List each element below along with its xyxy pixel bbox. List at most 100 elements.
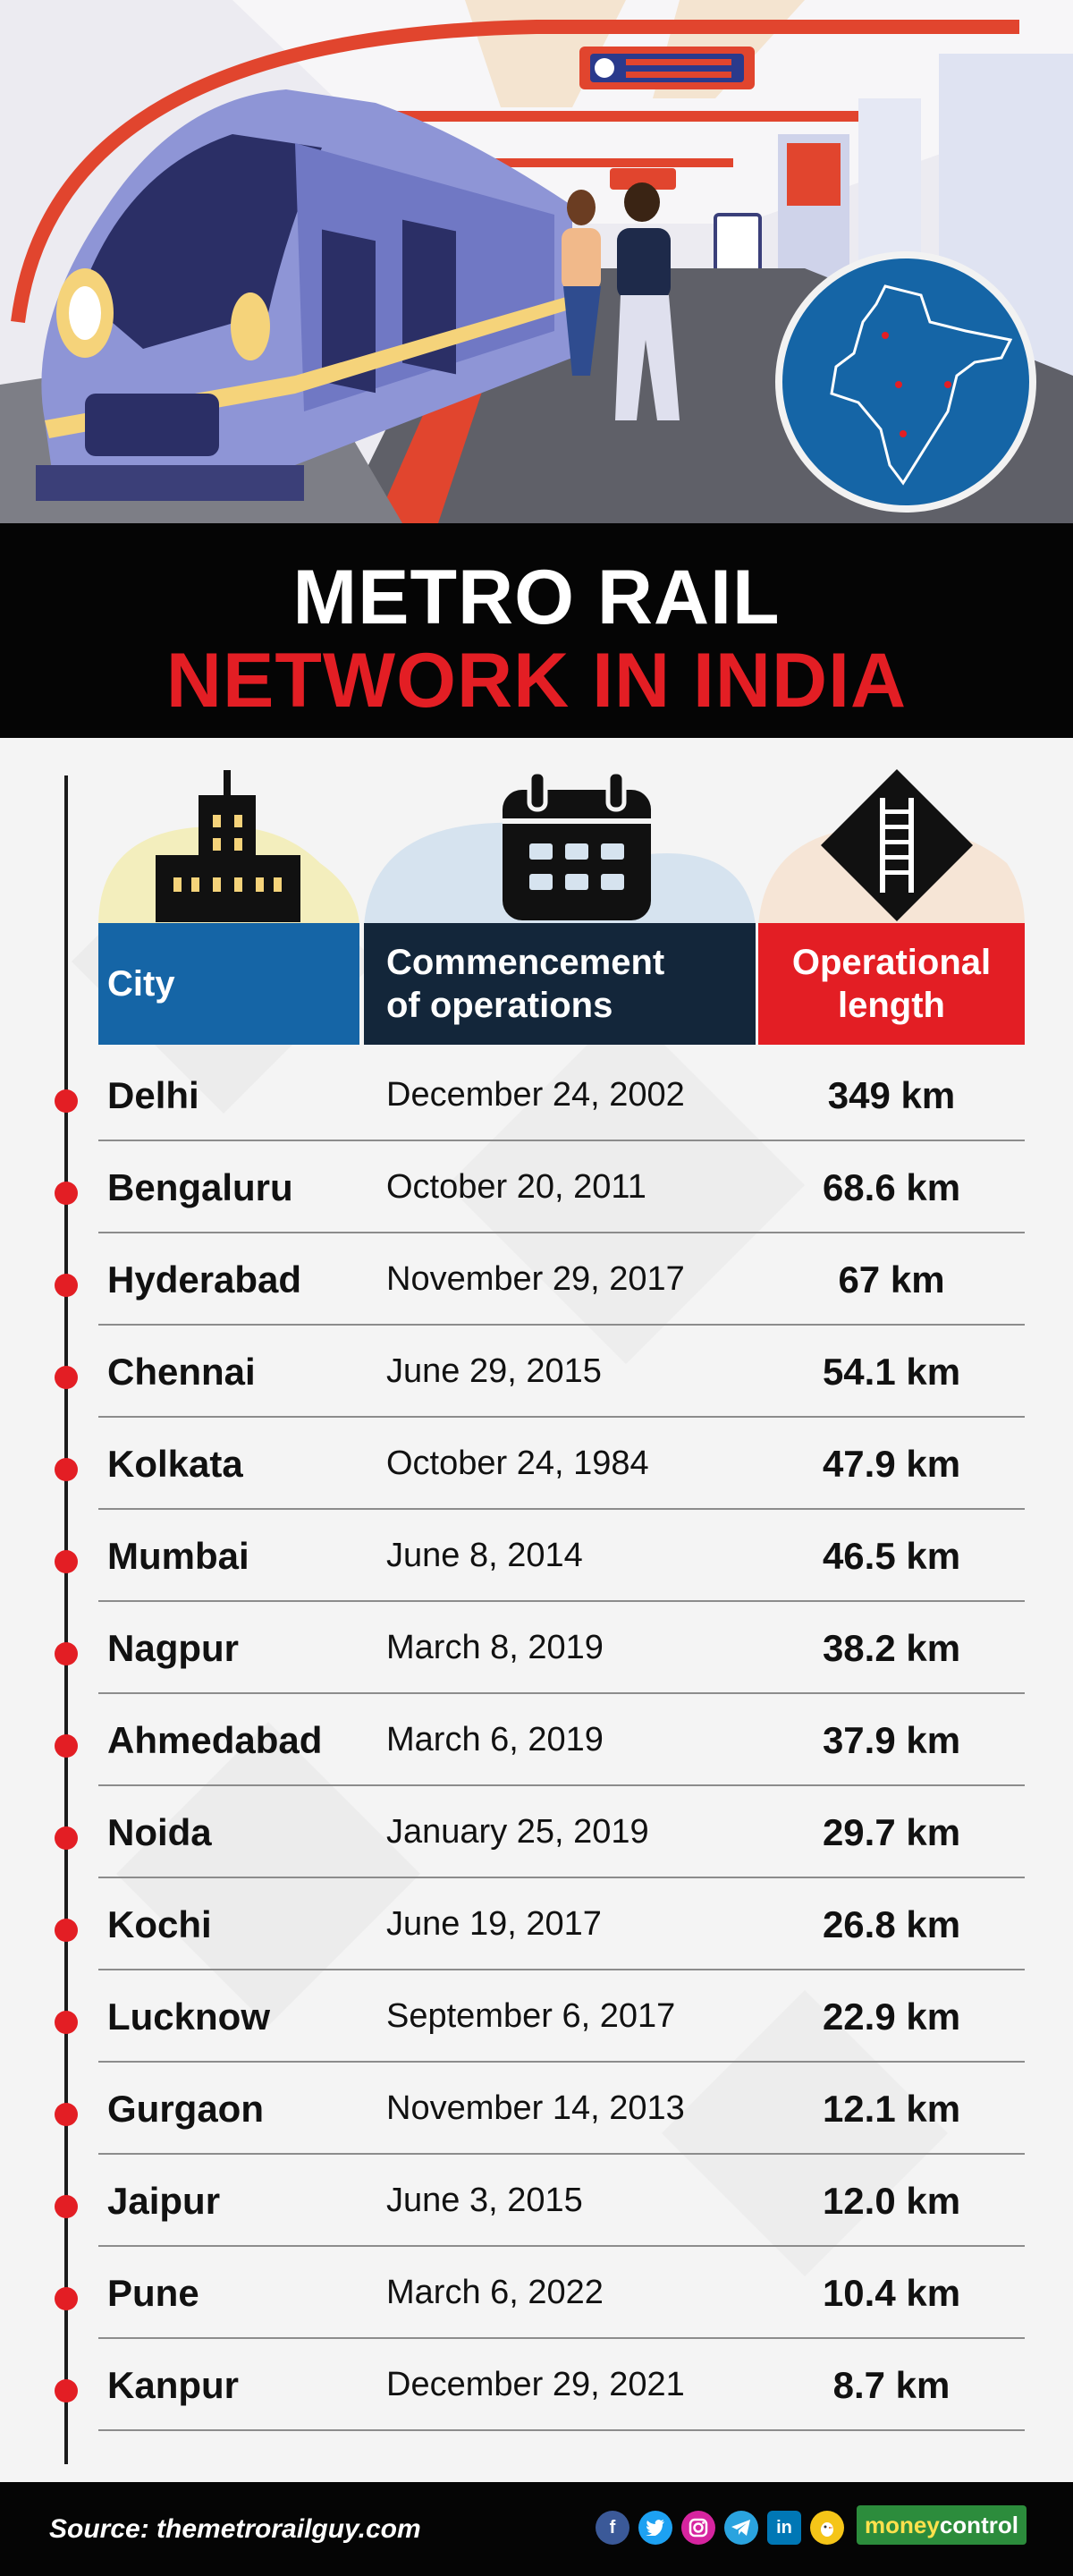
table-row: Bengaluru October 20, 2011 68.6 km <box>0 1141 1073 1233</box>
column-header-length-line1: Operational <box>791 943 992 982</box>
source-credit: Source: themetrorailguy.com <box>49 2514 421 2544</box>
table-row: Nagpur March 8, 2019 38.2 km <box>0 1602 1073 1694</box>
facebook-icon[interactable]: f <box>596 2511 629 2545</box>
row-divider <box>98 1508 1025 1510</box>
calendar-icon <box>503 772 651 920</box>
row-divider <box>98 2153 1025 2155</box>
operational-length: 12.0 km <box>822 2180 961 2222</box>
commencement-date: October 24, 1984 <box>386 1445 649 1482</box>
city-name: Gurgaon <box>107 2088 264 2130</box>
linkedin-icon[interactable]: in <box>767 2511 801 2545</box>
page-title-line1: METRO RAIL <box>292 555 781 640</box>
city-name: Kolkata <box>107 1443 243 1485</box>
operational-length: 67 km <box>838 1258 945 1301</box>
footer: Source: themetrorailguy.com f in money co… <box>0 2482 1073 2576</box>
operational-length: 37.9 km <box>822 1719 961 1761</box>
commencement-date: November 29, 2017 <box>386 1260 685 1298</box>
row-divider <box>98 1232 1025 1233</box>
metro-table-section: City Commencement of operations Operatio… <box>0 738 1073 2482</box>
timeline-dot <box>55 1734 78 1758</box>
operational-length: 26.8 km <box>822 1903 961 1945</box>
operational-length: 12.1 km <box>822 2088 961 2130</box>
instagram-icon[interactable] <box>681 2511 715 2545</box>
timeline-dot <box>55 1274 78 1297</box>
table-row: Pune March 6, 2022 10.4 km <box>0 2247 1073 2339</box>
operational-length: 68.6 km <box>822 1166 961 1208</box>
timeline-dot <box>55 2379 78 2402</box>
city-name: Hyderabad <box>107 1258 302 1301</box>
table-row: Hyderabad November 29, 2017 67 km <box>0 1233 1073 1326</box>
row-divider <box>98 1324 1025 1326</box>
table-row: Lucknow September 6, 2017 22.9 km <box>0 1970 1073 2063</box>
timeline-dot <box>55 1182 78 1205</box>
city-name: Noida <box>107 1811 212 1853</box>
operational-length: 10.4 km <box>822 2272 961 2314</box>
title-band: METRO RAIL NETWORK IN INDIA <box>0 523 1073 738</box>
column-header-commencement: Commencement of operations <box>364 923 756 1045</box>
operational-length: 38.2 km <box>822 1627 961 1669</box>
row-divider <box>98 1140 1025 1141</box>
hero-illustration <box>0 0 1073 523</box>
commencement-date: June 8, 2014 <box>386 1537 583 1574</box>
moneycontrol-logo[interactable]: money control <box>857 2505 1027 2545</box>
koo-icon[interactable] <box>810 2511 844 2545</box>
timeline-dot <box>55 1826 78 1850</box>
table-row: Kochi June 19, 2017 26.8 km <box>0 1878 1073 1970</box>
commencement-date: January 25, 2019 <box>386 1813 649 1851</box>
commencement-date: December 24, 2002 <box>386 1076 685 1114</box>
commencement-date: March 6, 2022 <box>386 2274 604 2311</box>
telegram-icon[interactable] <box>724 2511 758 2545</box>
commencement-date: March 8, 2019 <box>386 1629 604 1666</box>
table-row: Kolkata October 24, 1984 47.9 km <box>0 1418 1073 1510</box>
row-divider <box>98 2245 1025 2247</box>
table-row: Jaipur June 3, 2015 12.0 km <box>0 2155 1073 2247</box>
city-name: Ahmedabad <box>107 1719 323 1761</box>
row-divider <box>98 1969 1025 1970</box>
city-name: Kanpur <box>107 2364 239 2406</box>
metro-station-illustration <box>0 0 1073 523</box>
table-row: Kanpur December 29, 2021 8.7 km <box>0 2339 1073 2431</box>
commencement-date: March 6, 2019 <box>386 1721 604 1758</box>
operational-length: 46.5 km <box>822 1535 961 1577</box>
column-header-length: Operational length <box>758 923 1025 1045</box>
commencement-date: June 19, 2017 <box>386 1905 602 1943</box>
commencement-date: December 29, 2021 <box>386 2366 685 2403</box>
commencement-date: June 3, 2015 <box>386 2182 583 2219</box>
timeline-dot <box>55 2011 78 2034</box>
column-header-commencement-line1: Commencement <box>386 943 665 982</box>
city-name: Nagpur <box>107 1627 239 1669</box>
timeline-dot <box>55 1642 78 1665</box>
commencement-date: September 6, 2017 <box>386 1997 676 2035</box>
commencement-date: November 14, 2013 <box>386 2089 685 2127</box>
city-name: Pune <box>107 2272 199 2314</box>
commencement-date: October 20, 2011 <box>386 1168 646 1206</box>
operational-length: 22.9 km <box>822 1996 961 2038</box>
table-row: Noida January 25, 2019 29.7 km <box>0 1786 1073 1878</box>
timeline-dot <box>55 1089 78 1113</box>
timeline-dot <box>55 1550 78 1573</box>
timeline-dot <box>55 1458 78 1481</box>
timeline-dot <box>55 1366 78 1389</box>
row-divider <box>98 2429 1025 2431</box>
commencement-date: June 29, 2015 <box>386 1352 602 1390</box>
table-row: Ahmedabad March 6, 2019 37.9 km <box>0 1694 1073 1786</box>
row-divider <box>98 1600 1025 1602</box>
row-divider <box>98 1416 1025 1418</box>
row-divider <box>98 1784 1025 1786</box>
timeline-line <box>64 775 68 2464</box>
table-row: Delhi December 24, 2002 349 km <box>0 1049 1073 1141</box>
city-name: Mumbai <box>107 1535 249 1577</box>
twitter-icon[interactable] <box>638 2511 672 2545</box>
column-header-commencement-line2: of operations <box>386 986 613 1025</box>
row-divider <box>98 2337 1025 2339</box>
city-name: Delhi <box>107 1074 199 1116</box>
column-header-city-label: City <box>107 963 175 1004</box>
timeline-dot <box>55 1919 78 1942</box>
city-name: Kochi <box>107 1903 212 1945</box>
row-divider <box>98 1692 1025 1694</box>
row-divider <box>98 1877 1025 1878</box>
column-header-city: City <box>98 923 359 1045</box>
building-icon <box>156 770 300 922</box>
brand-name-part2: control <box>939 2511 1018 2538</box>
table-row: Gurgaon November 14, 2013 12.1 km <box>0 2063 1073 2155</box>
